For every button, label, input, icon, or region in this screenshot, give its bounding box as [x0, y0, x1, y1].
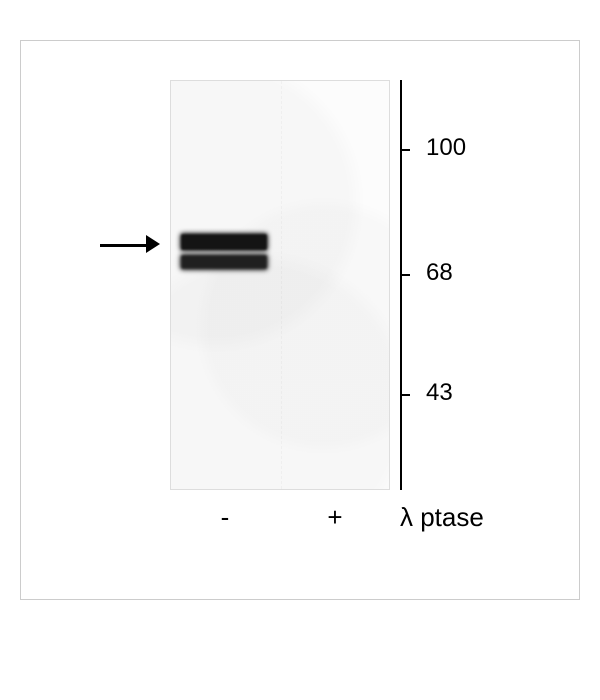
- mw-tick: [400, 394, 410, 396]
- mw-tick: [400, 149, 410, 151]
- lane-labels: -+: [0, 0, 600, 700]
- mw-tick: [400, 274, 410, 276]
- lane-label: +: [315, 502, 355, 533]
- treatment-label: λ ptase: [400, 502, 484, 533]
- mw-label: 68: [426, 259, 453, 287]
- lane-label: -: [205, 502, 245, 533]
- mw-label: 43: [426, 379, 453, 407]
- mw-label: 100: [426, 134, 466, 162]
